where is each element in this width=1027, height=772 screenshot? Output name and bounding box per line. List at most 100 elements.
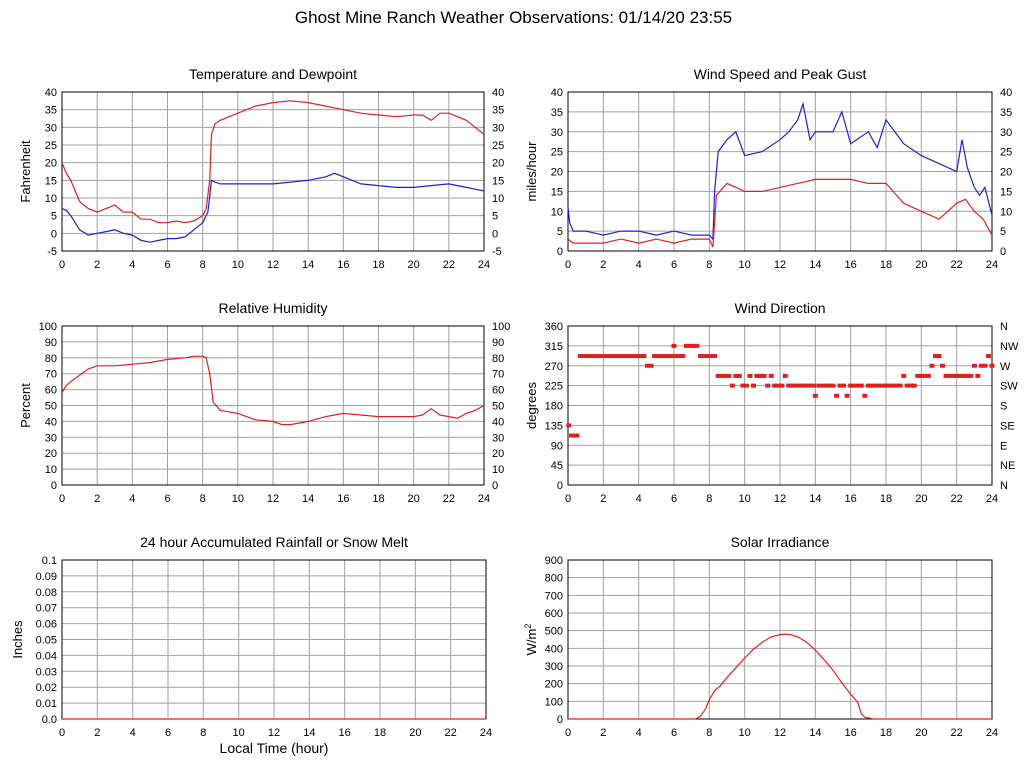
y-tick-label: 35 <box>551 107 563 119</box>
scatter-point <box>694 343 700 348</box>
scatter-point <box>851 383 857 388</box>
y-tick-label: 70 <box>45 369 57 381</box>
scatter-point <box>855 383 861 388</box>
scatter-point <box>800 383 806 388</box>
x-tick-label: 22 <box>951 259 963 271</box>
x-tick-label: 22 <box>443 493 455 505</box>
y-tick-label: 315 <box>545 341 563 353</box>
x-tick-label: 14 <box>302 493 314 505</box>
x-tick-label: 16 <box>337 259 349 271</box>
scatter-point <box>577 354 583 359</box>
x-tick-label: 14 <box>809 727 821 739</box>
y-tick-label: 0 <box>51 228 57 240</box>
x-tick-label: 16 <box>339 727 351 739</box>
y-tick-label: 30 <box>45 432 57 444</box>
x-tick-label: 2 <box>600 727 606 739</box>
series-line-1 <box>567 101 993 241</box>
scatter-point <box>908 383 914 388</box>
y-tick-label: 20 <box>45 448 57 460</box>
y-axis-label: miles/hour <box>524 141 539 202</box>
series-line-1 <box>61 100 485 224</box>
x-tick-label: 14 <box>809 259 821 271</box>
scatter-point <box>743 383 749 388</box>
x-tick-label: 16 <box>337 493 349 505</box>
scatter-point <box>804 383 809 388</box>
y-tick-label: 400 <box>545 643 563 655</box>
x-tick-label: 0 <box>565 259 571 271</box>
y-tick-label: 800 <box>545 573 563 585</box>
y-tick-label: 200 <box>545 679 563 691</box>
scatter-point <box>844 393 850 398</box>
scatter-point <box>812 393 818 398</box>
x-tick-label: 0 <box>59 727 65 739</box>
x-tick-label: 24 <box>986 727 998 739</box>
y-tick-label: 0.01 <box>36 698 57 710</box>
y-tick-label-right: N <box>1000 480 1008 492</box>
y-tick-label-right: 10 <box>1000 206 1012 218</box>
y-tick-label: -5 <box>47 246 57 258</box>
scatter-point <box>911 383 917 388</box>
scatter-point <box>915 373 921 378</box>
x-tick-label: 20 <box>915 259 927 271</box>
scatter-point <box>904 383 910 388</box>
y-tick-label-right: 20 <box>492 448 504 460</box>
scatter-point <box>940 363 946 368</box>
y-tick-label-right: 35 <box>1000 107 1012 119</box>
y-tick-label: 60 <box>45 385 57 397</box>
scatter-point <box>789 383 795 388</box>
scatter-point <box>641 354 647 359</box>
y-axis-label: Percent <box>18 383 33 428</box>
x-tick-label: 0 <box>59 493 65 505</box>
scatter-point <box>588 354 594 359</box>
scatter-point <box>569 433 575 438</box>
scatter-point <box>922 373 928 378</box>
x-tick-label: 12 <box>774 493 786 505</box>
x-tick-label: 8 <box>706 259 712 271</box>
y-tick-label: 0.05 <box>36 635 57 647</box>
scatter-point <box>599 354 605 359</box>
x-tick-label: 2 <box>94 493 100 505</box>
scatter-point <box>971 363 977 368</box>
scatter-point <box>779 383 785 388</box>
y-tick-label: 0.06 <box>36 619 57 631</box>
scatter-point <box>975 373 981 378</box>
x-tick-label: 14 <box>303 727 315 739</box>
scatter-point <box>620 354 626 359</box>
scatter-point <box>687 343 693 348</box>
x-tick-label: 10 <box>232 493 244 505</box>
scatter-point <box>630 354 636 359</box>
x-tick-label: 6 <box>671 259 677 271</box>
scatter-point <box>609 354 615 359</box>
x-tick-label: 10 <box>739 493 751 505</box>
y-tick-label-right: 15 <box>492 175 504 187</box>
y-tick-label-right: NW <box>1000 341 1019 353</box>
y-tick-label-right: SW <box>1000 381 1018 393</box>
scatter-point <box>662 354 668 359</box>
scatter-point <box>883 383 889 388</box>
plot-frame <box>567 325 993 486</box>
y-tick-label: 45 <box>551 460 563 472</box>
x-tick-label: 20 <box>915 493 927 505</box>
scatter-point <box>761 373 767 378</box>
scatter-point <box>758 373 764 378</box>
y-tick-label-right: 30 <box>1000 127 1012 139</box>
plot-frame <box>61 91 485 252</box>
x-tick-label: 6 <box>164 259 170 271</box>
y-tick-label: 20 <box>45 158 57 170</box>
series-line-1 <box>61 355 485 426</box>
x-tick-label: 2 <box>94 259 100 271</box>
scatter-point <box>765 383 771 388</box>
scatter-point <box>816 383 822 388</box>
x-tick-label: 18 <box>880 259 892 271</box>
scatter-point <box>932 354 938 359</box>
x-tick-label: 10 <box>232 259 244 271</box>
x-tick-label: 6 <box>165 727 171 739</box>
y-tick-label: 0.0 <box>42 714 57 726</box>
scatter-point <box>925 373 931 378</box>
y-tick-label: 30 <box>551 127 563 139</box>
y-tick-label: 360 <box>545 321 563 333</box>
y-tick-label-right: 10 <box>492 193 504 205</box>
x-tick-label: 14 <box>809 493 821 505</box>
y-tick-label-right: 0 <box>492 480 498 492</box>
